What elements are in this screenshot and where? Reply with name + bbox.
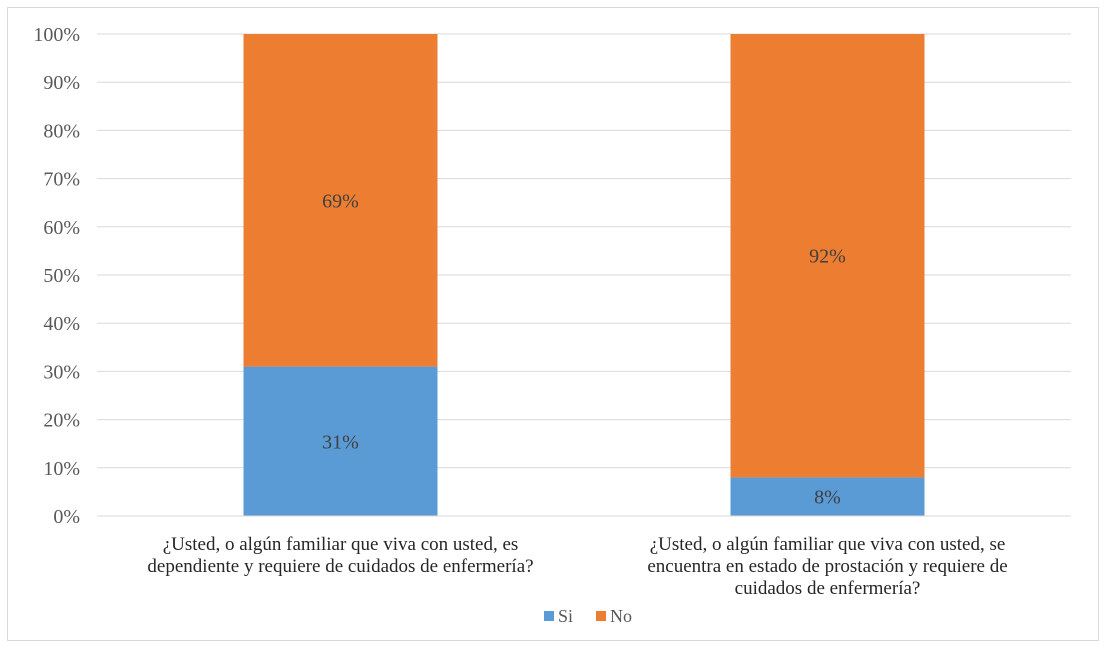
data-label: 69% [322,190,359,212]
y-tick-label: 30% [43,361,80,383]
data-label: 31% [322,431,359,453]
y-tick-label: 80% [43,120,80,142]
y-tick-label: 90% [43,72,80,94]
category-label: ¿Usted, o algún familiar que viva con us… [650,534,1006,555]
category-label: encuentra en estado de prostación y requ… [647,556,1007,577]
y-tick-label: 20% [43,410,80,432]
y-tick-label: 100% [33,24,80,46]
y-tick-label: 50% [43,265,80,287]
bar-no [243,34,438,367]
category-label: dependiente y requiere de cuidados de en… [147,556,533,577]
bar-si [243,366,438,516]
x-axis: ¿Usted, o algún familiar que viva con us… [97,515,1071,599]
data-label: 92% [809,246,846,268]
bars: 31% 69% 8% 92% [243,34,925,516]
y-tick-label: 0% [53,506,80,528]
data-label: 8% [814,487,841,509]
bar-si [730,477,925,516]
legend-label: Si [558,606,573,626]
y-tick-label: 60% [43,217,80,239]
y-axis: 0% 10% 20% 30% 40% 50% 60% 70% 80% 90% 100% [33,24,80,528]
legend-swatch-no [596,611,606,621]
y-tick-label: 40% [43,313,80,335]
category-label: cuidados de enfermería? [735,578,921,599]
legend-swatch-si [544,611,554,621]
bar-no [730,34,925,478]
legend: Si No [544,606,632,626]
y-tick-label: 70% [43,169,80,191]
legend-label: No [610,606,632,626]
category-label: ¿Usted, o algún familiar que viva con us… [163,534,519,555]
gridlines [97,33,1071,517]
y-tick-label: 10% [43,458,80,480]
